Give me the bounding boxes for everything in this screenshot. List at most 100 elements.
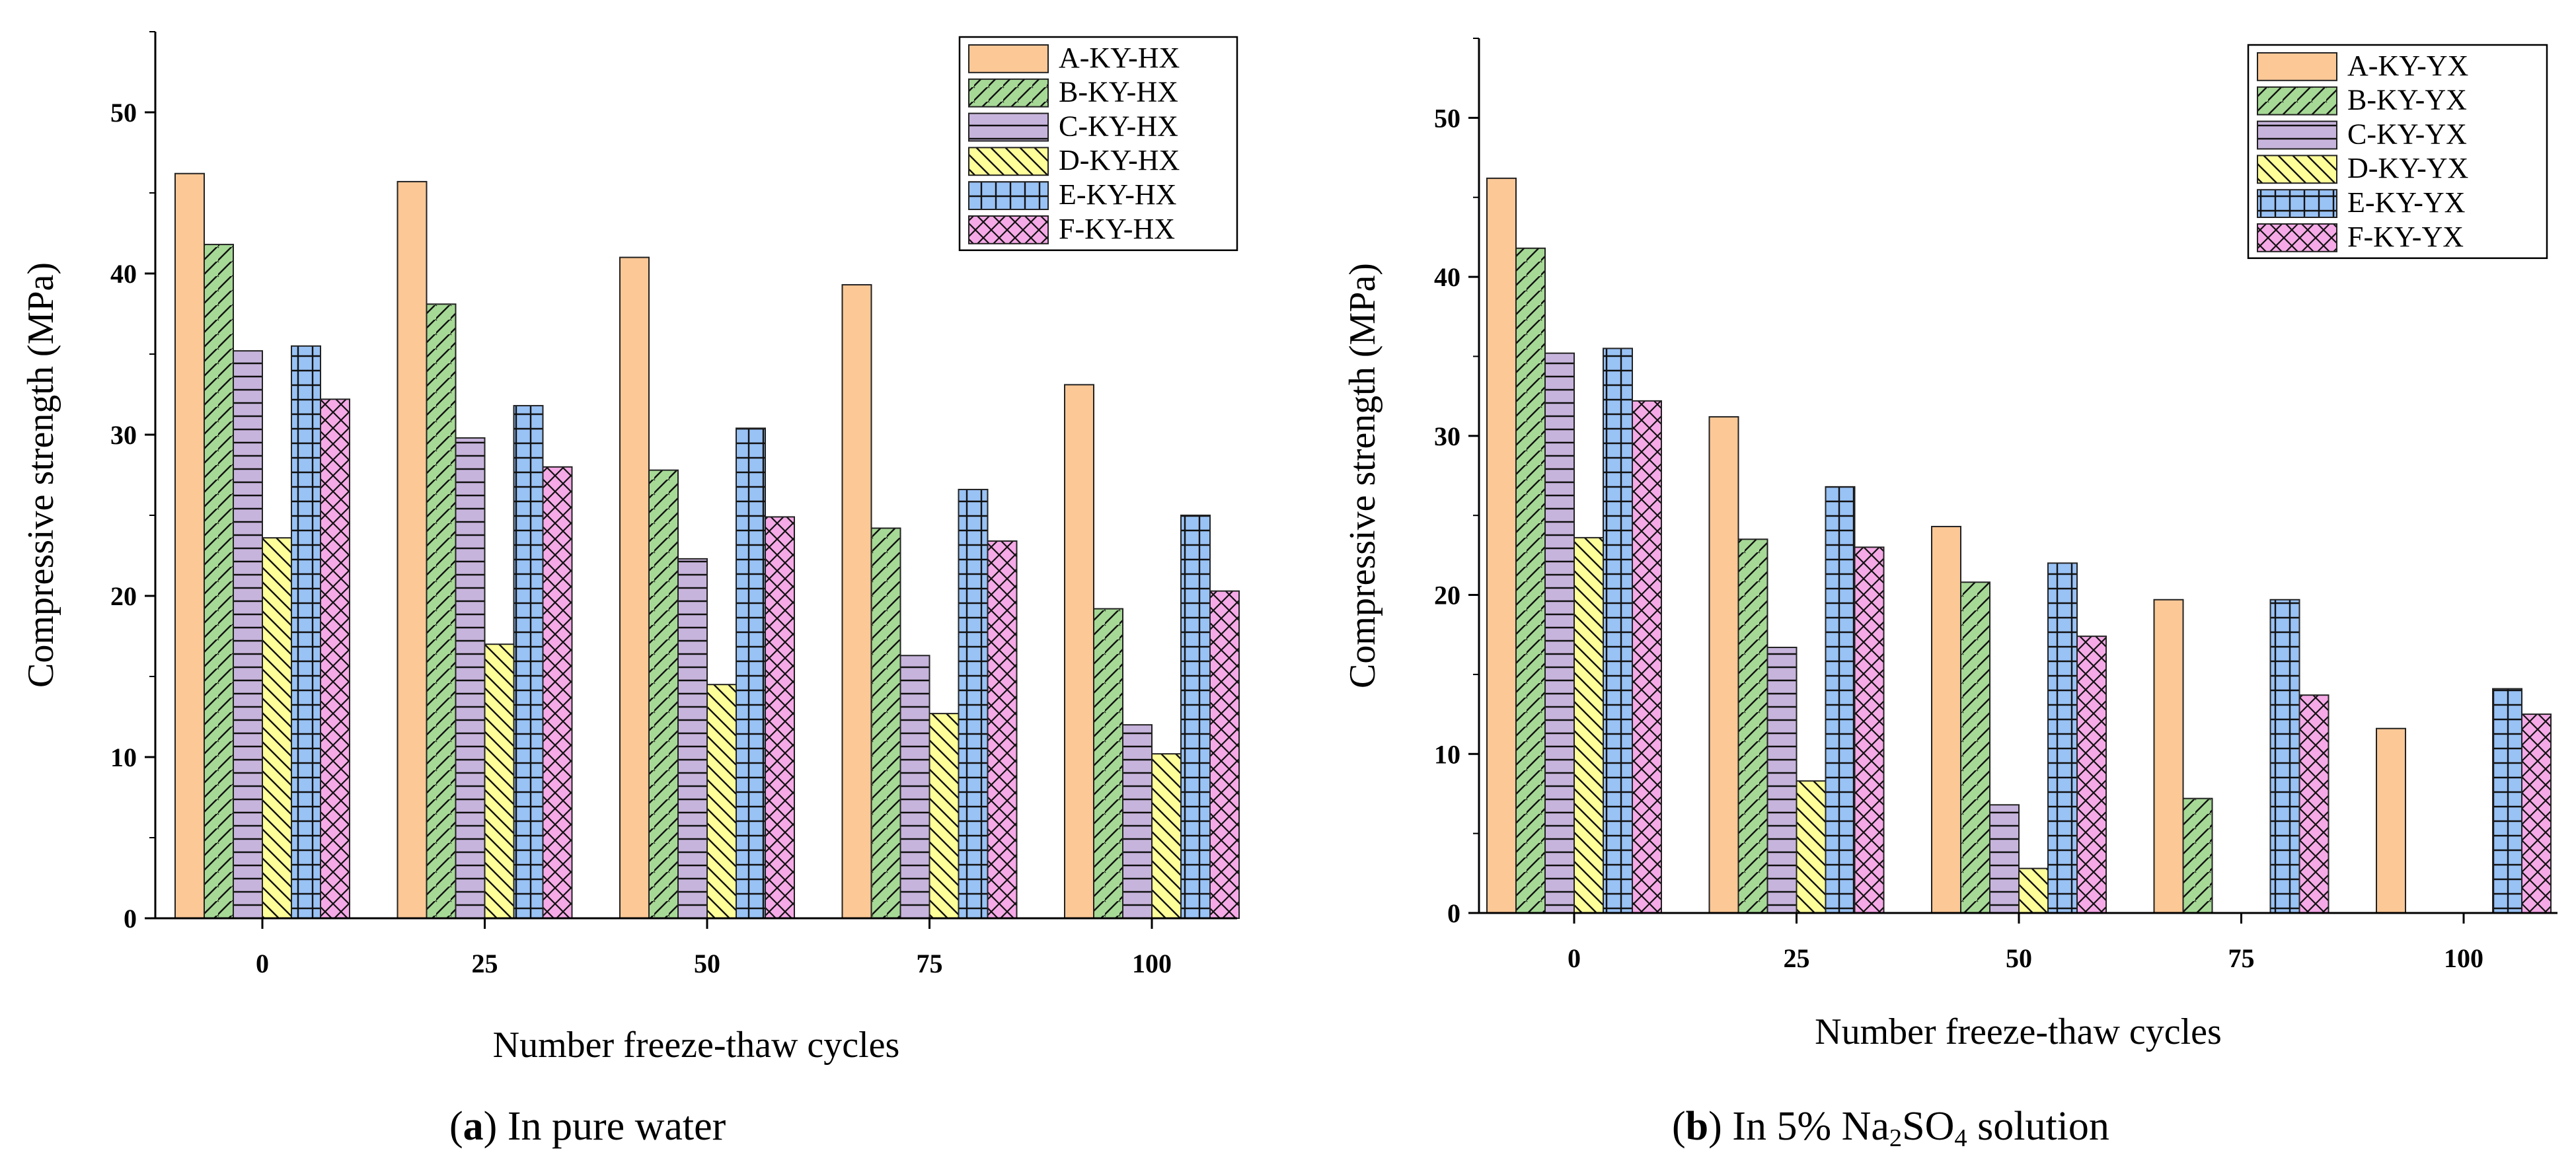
bar-b-a-ky-yx-50-bg xyxy=(1932,527,1961,913)
bar-a-d-ky-hx-25 xyxy=(484,643,515,919)
bar-b-f-ky-yx-75 xyxy=(2298,694,2330,914)
x-axis-title-b: Number freeze-thaw cycles xyxy=(1815,1011,2222,1052)
caption-b: (b) In 5% Na2SO4 solution xyxy=(1672,1104,2109,1152)
legend-swatch-b-a-ky-yx xyxy=(2257,52,2337,81)
bar-a-f-ky-hx-100 xyxy=(1209,590,1240,919)
legend-swatch-b-b-ky-yx xyxy=(2257,86,2337,116)
bar-a-c-ky-hx-50 xyxy=(677,558,708,919)
x-tick-label-a-75: 75 xyxy=(917,949,943,978)
bar-b-b-ky-yx-0 xyxy=(1515,247,1546,914)
bar-a-b-ky-hx-0 xyxy=(204,244,234,919)
bar-b-a-ky-yx-25-bg xyxy=(1709,416,1739,913)
x-tick-label-b-50: 50 xyxy=(2006,943,2032,973)
bar-a-e-ky-hx-50 xyxy=(736,427,766,919)
y-tick-label-b-10: 10 xyxy=(1434,739,1460,769)
legend-label-a-f-ky-hx: F-KY-HX xyxy=(1059,213,1175,245)
legend-a: A-KY-HXB-KY-HXC-KY-HXD-KY-HXE-KY-HXF-KY-… xyxy=(958,36,1238,252)
bar-b-e-ky-yx-75 xyxy=(2269,599,2300,914)
bar-a-f-ky-hx-0 xyxy=(320,398,350,919)
y-tick-label-b-20: 20 xyxy=(1434,581,1460,610)
bar-a-b-ky-hx-75 xyxy=(870,527,901,919)
bar-a-e-ky-hx-0 xyxy=(291,345,321,919)
x-tick-label-a-0: 0 xyxy=(256,949,269,978)
caption-b-text-mid: SO xyxy=(1902,1104,1955,1149)
bar-a-a-ky-hx-50-bg xyxy=(620,257,649,919)
legend-swatch-b-c-ky-yx xyxy=(2257,120,2337,150)
bar-a-c-ky-hx-0 xyxy=(233,350,263,919)
y-tick-label-b-30: 30 xyxy=(1434,421,1460,451)
bar-b-d-ky-yx-50 xyxy=(2018,867,2049,914)
legend-label-b-d-ky-yx: D-KY-YX xyxy=(2347,152,2468,184)
x-tick-label-b-100: 100 xyxy=(2444,943,2483,973)
legend-label-b-f-ky-yx: F-KY-YX xyxy=(2347,221,2464,253)
bar-a-c-ky-hx-100 xyxy=(1122,724,1153,919)
bar-b-a-ky-yx-0-bg xyxy=(1487,178,1516,914)
y-axis-title-a: Compressive strength (MPa) xyxy=(20,262,61,688)
bar-b-e-ky-yx-100 xyxy=(2492,688,2522,914)
y-axis-title-b: Compressive strength (MPa) xyxy=(1342,263,1383,688)
bar-a-e-ky-hx-100 xyxy=(1180,515,1211,919)
legend-swatch-a-a-ky-hx-bg xyxy=(969,45,1048,73)
bar-b-b-ky-yx-25 xyxy=(1737,538,1768,914)
bar-a-f-ky-hx-50 xyxy=(765,516,795,919)
legend-label-a-e-ky-hx: E-KY-HX xyxy=(1059,178,1176,211)
y-tick-label-a-10: 10 xyxy=(110,743,137,772)
chart-b: 0 10 20 30 40 50 0 25 50 75 100 Compressive strengt… xyxy=(1342,38,2557,1052)
bar-b-f-ky-yx-50 xyxy=(2076,636,2107,914)
bar-b-c-ky-yx-25 xyxy=(1766,646,1798,914)
legend-label-a-a-ky-hx: A-KY-HX xyxy=(1059,42,1180,74)
bar-a-a-ky-hx-0-bg xyxy=(175,173,204,919)
bar-b-b-ky-yx-75 xyxy=(2182,797,2213,914)
bar-a-c-ky-hx-25 xyxy=(455,437,486,919)
legend-label-b-c-ky-yx: C-KY-YX xyxy=(2347,118,2467,150)
legend-swatch-a-d-ky-hx xyxy=(968,147,1049,176)
bar-b-e-ky-yx-0 xyxy=(1603,347,1633,914)
y-tick-label-a-0: 0 xyxy=(124,904,137,933)
x-tick-label-b-0: 0 xyxy=(1568,943,1581,973)
bar-b-a-ky-yx-100-bg xyxy=(2376,728,2406,913)
bar-b-d-ky-yx-0 xyxy=(1573,536,1604,914)
caption-b-text-before: In 5% Na xyxy=(1732,1104,1889,1149)
legend-swatch-a-f-ky-hx xyxy=(968,215,1049,244)
bar-b-c-ky-yx-50 xyxy=(1989,804,2020,914)
y-tick-label-a-50: 50 xyxy=(110,98,137,128)
bar-b-f-ky-yx-25 xyxy=(1854,546,1885,914)
x-tick-label-a-100: 100 xyxy=(1132,949,1172,978)
bar-a-f-ky-hx-75 xyxy=(987,540,1018,919)
caption-b-sub1: 2 xyxy=(1889,1124,1903,1152)
x-tick-label-a-25: 25 xyxy=(472,949,498,978)
bar-b-f-ky-yx-100 xyxy=(2521,713,2552,914)
bar-b-c-ky-yx-0 xyxy=(1544,352,1575,914)
chart-a: 0 10 20 30 40 50 0 25 50 75 100 Compressive strengt… xyxy=(20,31,1240,1066)
bar-a-e-ky-hx-25 xyxy=(513,405,544,919)
bar-a-b-ky-hx-25 xyxy=(426,303,457,919)
legend-label-b-b-ky-yx: B-KY-YX xyxy=(2347,84,2467,116)
caption-a-text: In pure water xyxy=(507,1104,726,1149)
legend-swatch-a-b-ky-hx xyxy=(968,78,1049,108)
legend-label-b-a-ky-yx: A-KY-YX xyxy=(2347,50,2468,82)
caption-b-sub2: 4 xyxy=(1954,1124,1967,1152)
x-tick-label-b-75: 75 xyxy=(2228,943,2255,973)
bar-a-a-ky-hx-25-bg xyxy=(397,181,427,918)
bar-a-c-ky-hx-75 xyxy=(899,655,930,920)
bar-b-b-ky-yx-50 xyxy=(1960,581,1990,914)
x-axis-title-a: Number freeze-thaw cycles xyxy=(493,1025,900,1066)
bar-a-d-ky-hx-0 xyxy=(262,537,292,919)
caption-b-text-after: solution xyxy=(1967,1104,2109,1149)
bar-a-d-ky-hx-50 xyxy=(706,684,737,919)
bar-b-a-ky-yx-75-bg xyxy=(2154,599,2183,913)
bar-a-b-ky-hx-100 xyxy=(1093,608,1123,920)
caption-a: (a) In pure water xyxy=(449,1104,726,1149)
y-tick-label-b-0: 0 xyxy=(1447,898,1460,928)
x-tick-label-a-50: 50 xyxy=(694,949,720,978)
legend-swatch-a-c-ky-hx xyxy=(968,112,1049,142)
bar-b-f-ky-yx-0 xyxy=(1632,400,1662,914)
caption-b-letter: b xyxy=(1685,1104,1709,1149)
x-tick-label-b-25: 25 xyxy=(1784,943,1810,973)
bar-a-a-ky-hx-75-bg xyxy=(842,285,872,919)
caption-a-letter: a xyxy=(463,1104,484,1149)
bar-a-d-ky-hx-75 xyxy=(928,713,960,919)
bar-b-d-ky-yx-25 xyxy=(1796,780,1827,914)
legend-swatch-b-e-ky-yx xyxy=(2257,189,2337,219)
